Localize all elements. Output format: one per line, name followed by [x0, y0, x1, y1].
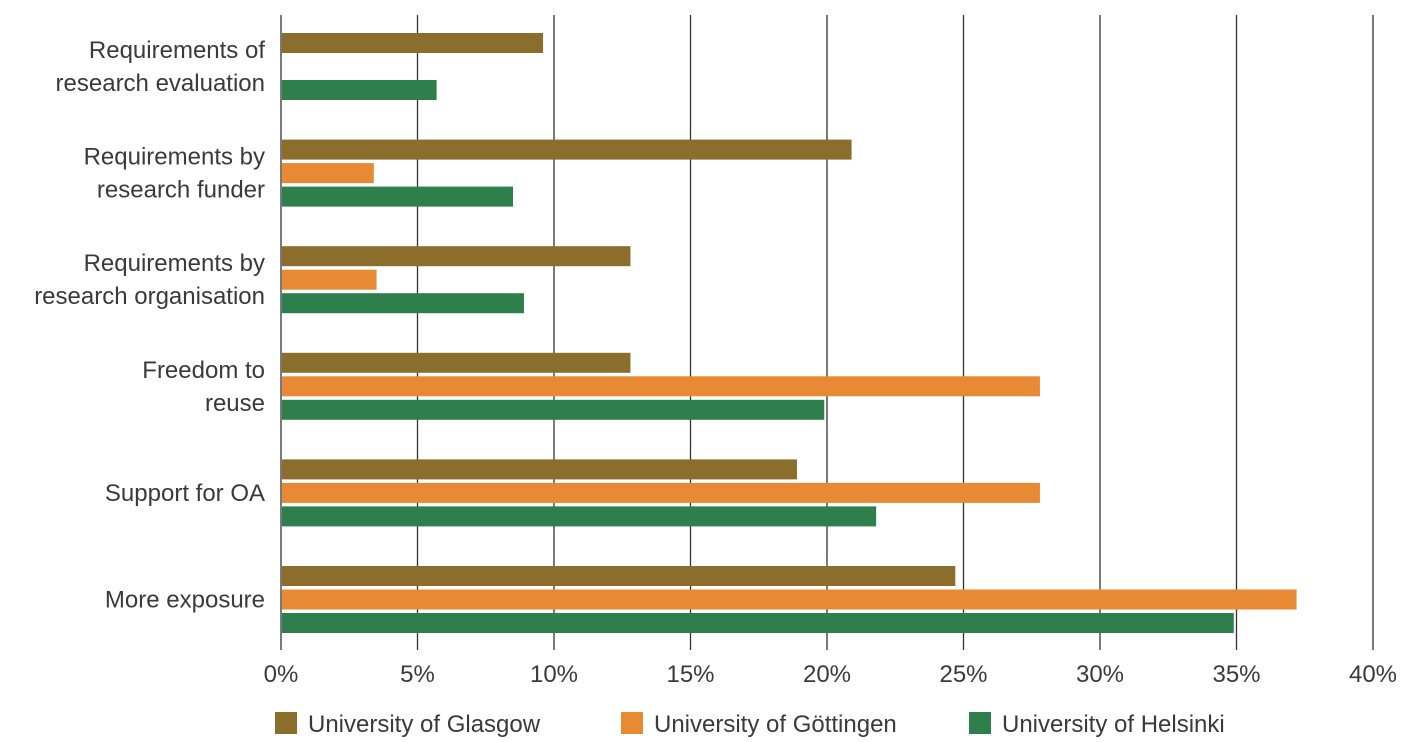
- category-label-line: research organisation: [34, 283, 265, 310]
- x-tick-label: 5%: [400, 661, 435, 688]
- legend: University of Glasgow University of Götti…: [275, 711, 1225, 738]
- x-tick-label: 10%: [530, 661, 578, 688]
- bar-series-1-cat-4: [282, 482, 1040, 503]
- bar-series-0-cat-3: [282, 352, 631, 373]
- category-label: Requirements by research funder: [84, 144, 265, 204]
- bar-series-1-cat-5: [282, 589, 1297, 610]
- bar-series-2-cat-5: [282, 613, 1234, 633]
- x-tick-label: 0%: [264, 661, 299, 688]
- category-label: Requirements by research organisation: [34, 250, 265, 310]
- category-label: Requirements of research evaluation: [56, 37, 266, 97]
- legend-swatch-0: [275, 712, 297, 734]
- legend-swatch-1: [621, 712, 643, 734]
- bar-series-2-cat-0: [282, 80, 437, 100]
- category-label-line: More exposure: [105, 587, 265, 614]
- category-labels: Requirements of research evaluationRequir…: [34, 37, 265, 614]
- legend-label: University of Helsinki: [1002, 711, 1225, 738]
- bar-series-0-cat-0: [282, 33, 544, 53]
- category-label-line: reuse: [205, 390, 265, 417]
- bar-series-0-cat-5: [282, 566, 956, 586]
- category-label: More exposure: [105, 587, 265, 614]
- category-label: Support for OA: [105, 480, 265, 507]
- category-label: Freedom to reuse: [142, 357, 265, 417]
- bars: [282, 33, 1297, 633]
- legend-label: University of Göttingen: [654, 711, 897, 738]
- category-label-line: Freedom to: [142, 357, 265, 384]
- x-tick-label: 20%: [803, 661, 851, 688]
- bar-series-0-cat-4: [282, 459, 797, 480]
- x-tick-label: 25%: [939, 661, 987, 688]
- bar-series-2-cat-1: [282, 186, 514, 207]
- legend-swatch-2: [969, 712, 991, 734]
- x-tick-label: 35%: [1212, 661, 1260, 688]
- gridlines: [280, 15, 1374, 650]
- category-label-line: Requirements of: [89, 37, 265, 64]
- bar-series-1-cat-2: [282, 269, 377, 290]
- x-tick-label: 30%: [1076, 661, 1124, 688]
- bar-series-0-cat-1: [282, 139, 852, 160]
- x-tick-label: 40%: [1349, 661, 1397, 688]
- category-label-line: Requirements by: [84, 250, 265, 277]
- bar-series-2-cat-2: [282, 293, 524, 314]
- bar-series-1-cat-3: [282, 376, 1040, 397]
- legend-label: University of Glasgow: [308, 711, 541, 738]
- bar-series-1-cat-1: [282, 163, 374, 184]
- category-label-line: research funder: [97, 177, 265, 204]
- category-label-line: research evaluation: [56, 70, 265, 97]
- x-axis-tick-labels: 0% 5% 10% 15% 20% 25% 30% 35% 40%: [264, 661, 1397, 688]
- category-label-line: Requirements by: [84, 144, 265, 171]
- bar-series-2-cat-4: [282, 506, 877, 527]
- bar-series-2-cat-3: [282, 399, 825, 420]
- bar-series-0-cat-2: [282, 246, 631, 267]
- x-tick-label: 15%: [666, 661, 714, 688]
- category-label-line: Support for OA: [105, 480, 265, 507]
